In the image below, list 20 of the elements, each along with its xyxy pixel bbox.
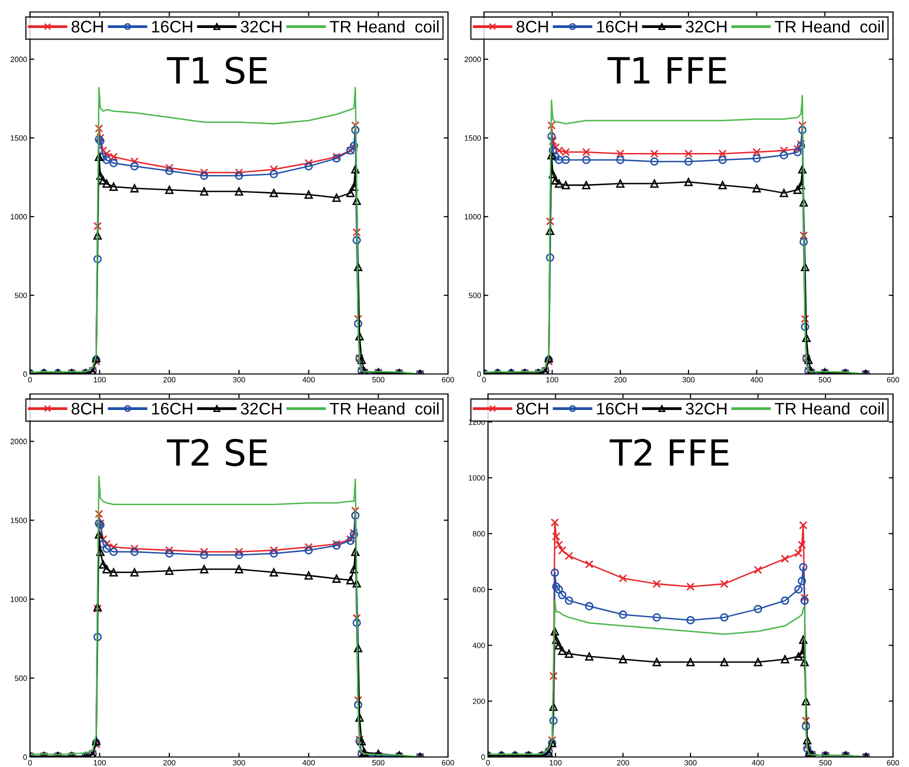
legend-label: TR Heand coil: [330, 20, 439, 33]
legend-label: 32CH: [686, 402, 726, 415]
legend-label: 16CH: [152, 20, 192, 33]
legend-label: 8CH: [516, 402, 548, 415]
text: T1 FFE: [608, 57, 726, 84]
legend-label: 32CH: [240, 402, 282, 415]
text: T2 FFE: [610, 438, 728, 466]
legend-label: TR Heand coil: [774, 402, 884, 415]
legend-label: 32CH: [686, 20, 726, 33]
legend-label: TR Heand coil: [774, 20, 884, 33]
legend-label: 8CH: [72, 20, 103, 33]
legend-label: TR Heand coil: [330, 402, 439, 415]
legend-label: 16CH: [597, 20, 638, 33]
legend-label: 16CH: [597, 402, 638, 415]
legend-label: 8CH: [516, 20, 548, 33]
legend-label: 8CH: [72, 402, 103, 415]
text: T1 SE: [166, 56, 267, 84]
legend-label: 16CH: [152, 402, 192, 415]
legend-label: 32CH: [240, 20, 282, 33]
text: T2 SE: [166, 438, 267, 466]
